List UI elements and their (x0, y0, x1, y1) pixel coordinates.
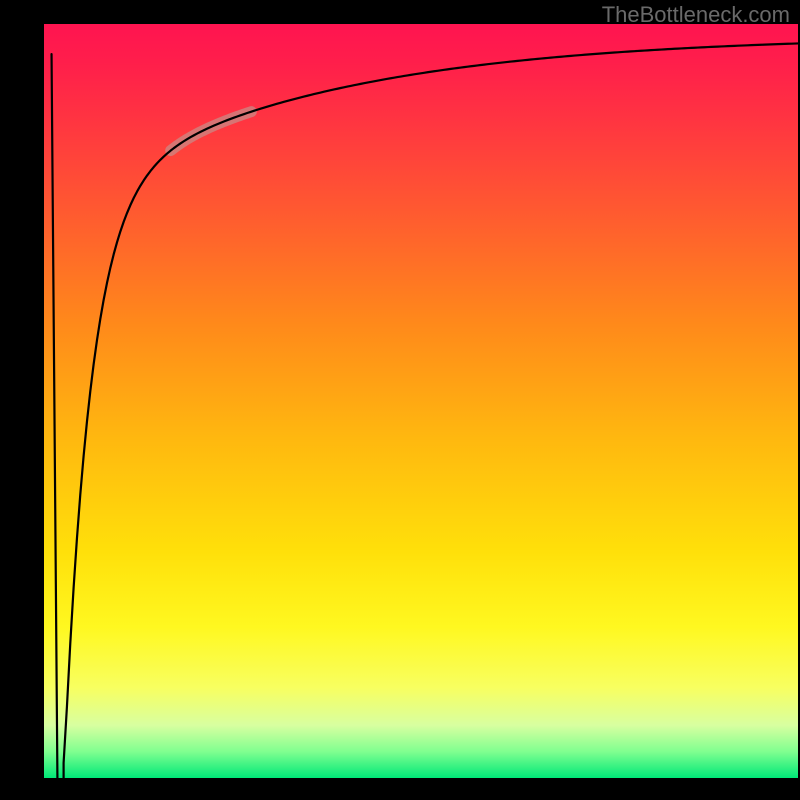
watermark-text: TheBottleneck.com (602, 2, 790, 28)
plot-gradient-rect (44, 24, 798, 778)
plot-svg (0, 0, 800, 800)
